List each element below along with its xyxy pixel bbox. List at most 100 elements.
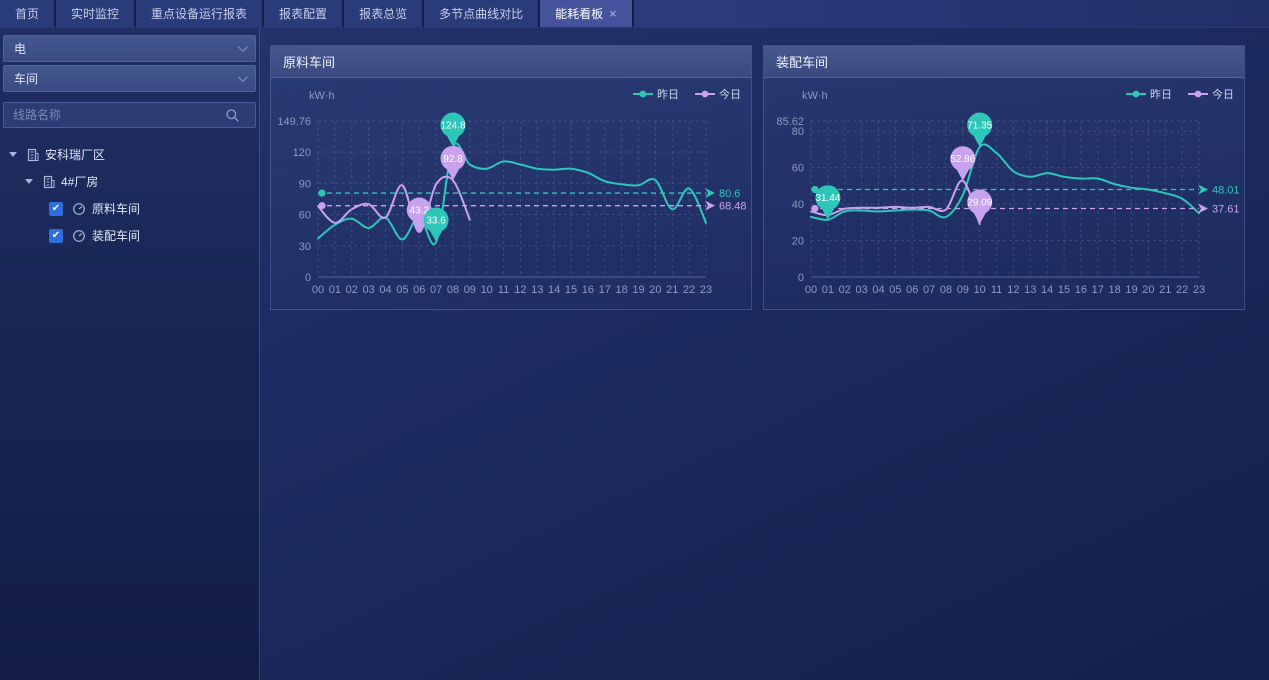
topbar-filler [633, 0, 1269, 27]
today-max-label: 92.8 [443, 154, 463, 165]
chevron-down-icon [237, 42, 248, 53]
tab-home[interactable]: 首页 [0, 0, 55, 27]
yesterday-avg-start-dot [318, 189, 326, 197]
energy-type-select[interactable]: 电 [3, 35, 256, 62]
x-axis-tick: 14 [548, 284, 560, 296]
tab-report-config[interactable]: 报表配置 [264, 0, 343, 27]
yesterday-avg-label: 80.6 [719, 188, 740, 200]
tab-energy-dashboard[interactable]: 能耗看板 × [540, 0, 632, 27]
legend-today[interactable]: 今日 [695, 86, 741, 102]
x-axis-tick: 15 [565, 284, 577, 296]
x-axis-tick: 19 [632, 284, 644, 296]
yesterday-min-pin: 31.44 [815, 185, 841, 220]
tab-report-overview[interactable]: 报表总览 [344, 0, 423, 27]
tab-label: 报表配置 [279, 7, 328, 21]
chart-panel-assembly: 装配车间 kW·h 昨日 今日 00 01 02 03 04 05 06 07 08 09 10 11… [763, 45, 1245, 310]
x-axis-tick: 17 [599, 284, 611, 296]
tab-label: 首页 [15, 7, 40, 21]
x-axis-tick: 18 [616, 284, 628, 296]
unit-label: kW·h [802, 90, 828, 102]
x-axis-tick: 07 [923, 284, 935, 296]
today-avg-start-dot [318, 202, 326, 210]
y-axis-tick: 0 [305, 272, 311, 284]
tab-multinode-curve-compare[interactable]: 多节点曲线对比 [424, 0, 539, 27]
today-line [317, 175, 471, 234]
x-axis-tick: 20 [1142, 284, 1154, 296]
x-axis-tick: 16 [582, 284, 594, 296]
search-icon[interactable] [225, 108, 240, 123]
yesterday-max-label: 124.8 [440, 121, 465, 132]
y-axis-tick: 80 [792, 126, 804, 138]
top-nav-bar: 首页 实时监控 重点设备运行报表 报表配置 报表总览 多节点曲线对比 能耗看板 … [0, 0, 1269, 28]
legend-label: 今日 [1212, 89, 1234, 101]
x-axis-tick: 14 [1041, 284, 1053, 296]
legend-today[interactable]: 今日 [1188, 86, 1234, 102]
yesterday-min-label: 33.6 [426, 216, 446, 227]
legend-marker-icon [695, 90, 715, 98]
legend-yesterday[interactable]: 昨日 [633, 86, 679, 102]
tree-item-label: 装配车间 [92, 229, 141, 243]
yesterday-avg-arrow-icon [705, 188, 715, 199]
sidebar: 电 车间 安科瑞厂区 [0, 28, 260, 680]
yesterday-max-pin: 124.8 [440, 112, 466, 147]
legend-yesterday[interactable]: 昨日 [1126, 86, 1172, 102]
caret-down-icon[interactable] [9, 152, 17, 157]
raw-material-line-chart: 00 01 02 03 04 05 06 07 08 09 10 11 12 13 14 15 16 17 18 19… [277, 112, 747, 296]
x-axis-tick: 02 [346, 284, 358, 296]
line-name-search-input[interactable] [13, 108, 225, 122]
tree-item-factory[interactable]: 安科瑞厂区 [0, 141, 259, 168]
x-axis-tick: 06 [413, 284, 425, 296]
x-axis-tick: 09 [957, 284, 969, 296]
tab-label: 多节点曲线对比 [439, 7, 524, 21]
yesterday-line [317, 142, 707, 246]
tree-item-assembly-workshop[interactable]: ✔ 装配车间 [0, 222, 259, 249]
yesterday-max-label: 71.35 [967, 121, 992, 132]
y-axis-tick: 30 [299, 241, 311, 253]
chart-legend: 昨日 今日 [633, 86, 741, 102]
x-axis-tick: 12 [514, 284, 526, 296]
x-axis-tick: 06 [906, 284, 918, 296]
chevron-down-icon [237, 72, 248, 83]
tree-item-building[interactable]: 4#厂房 [0, 168, 259, 195]
today-max-pin: 52.86 [950, 146, 976, 181]
y-axis-tick: 85.62 [776, 116, 804, 128]
dimension-select[interactable]: 车间 [3, 65, 256, 92]
building-icon [43, 175, 55, 188]
x-axis-tick: 08 [940, 284, 952, 296]
x-axis-tick: 13 [1024, 284, 1036, 296]
tab-realtime-monitor[interactable]: 实时监控 [56, 0, 135, 27]
tree-item-raw-material-workshop[interactable]: ✔ 原料车间 [0, 195, 259, 222]
y-axis-tick: 90 [299, 178, 311, 190]
close-icon[interactable]: × [609, 6, 617, 21]
x-axis-tick: 23 [700, 284, 712, 296]
meter-icon [73, 229, 85, 242]
caret-down-icon[interactable] [25, 179, 33, 184]
legend-label: 昨日 [1150, 89, 1172, 101]
tab-label: 能耗看板 [555, 7, 604, 21]
today-max-label: 52.86 [950, 154, 975, 165]
today-min-label: 29.09 [967, 198, 992, 209]
today-line [810, 179, 981, 225]
x-axis-tick: 22 [683, 284, 695, 296]
x-axis-tick: 03 [855, 284, 867, 296]
grid [317, 120, 707, 277]
y-axis-tick: 40 [792, 199, 804, 211]
x-axis-tick: 22 [1176, 284, 1188, 296]
legend-marker-icon [1126, 90, 1146, 98]
y-axis-tick: 149.76 [277, 116, 311, 128]
line-name-search [3, 102, 256, 128]
checkbox-checked[interactable]: ✔ [49, 201, 63, 216]
today-avg-label: 68.48 [719, 201, 747, 213]
today-avg-arrow-icon [1198, 203, 1208, 214]
energy-type-select-value: 电 [14, 42, 27, 56]
x-axis-tick: 10 [974, 284, 986, 296]
today-min-pin: 29.09 [967, 189, 993, 224]
tab-key-equipment-report[interactable]: 重点设备运行报表 [136, 0, 263, 27]
yesterday-min-label: 31.44 [815, 193, 840, 204]
today-min-pin: 43.2 [406, 197, 432, 232]
checkbox-checked[interactable]: ✔ [49, 228, 63, 243]
x-axis-tick: 01 [329, 284, 341, 296]
tree-item-label: 4#厂房 [61, 175, 99, 189]
y-axis-tick: 60 [792, 163, 804, 175]
panel-title: 装配车间 [764, 46, 1244, 78]
